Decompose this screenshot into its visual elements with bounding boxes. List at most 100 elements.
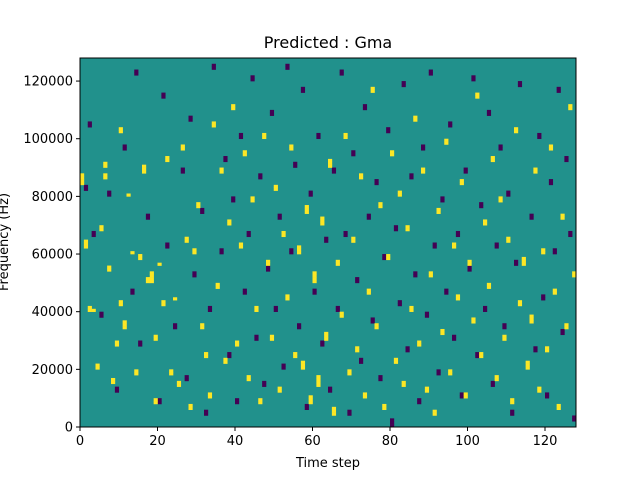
- heatmap-cell-high: [176, 380, 182, 385]
- heatmap-cell-low: [331, 170, 337, 174]
- heatmap-cell-high: [312, 277, 317, 281]
- heatmap-cell-high: [510, 398, 515, 402]
- heatmap-cell-high: [529, 314, 534, 318]
- heatmap-cell-high: [269, 337, 275, 341]
- heatmap-cell-low: [390, 421, 395, 425]
- heatmap-cell-high: [378, 202, 383, 206]
- heatmap-cell-high: [355, 346, 360, 350]
- heatmap-cell-high: [118, 127, 123, 131]
- heatmap-cell-low: [564, 156, 569, 160]
- heatmap-cell-high: [95, 366, 100, 370]
- heatmap-cell-low: [467, 265, 472, 269]
- heatmap-cell-low: [258, 173, 263, 177]
- heatmap-cell-low: [300, 86, 306, 91]
- heatmap-cell-low: [440, 196, 445, 200]
- heatmap-cell-low: [552, 248, 557, 252]
- heatmap-cell-high: [405, 228, 410, 232]
- heatmap-cell-high: [347, 372, 352, 376]
- heatmap-cell-low: [537, 132, 542, 137]
- heatmap-cell-low: [246, 230, 251, 235]
- heatmap-cell-high: [545, 349, 550, 353]
- heatmap-cell-high: [490, 158, 495, 163]
- heatmap-cell-low: [331, 167, 337, 171]
- heatmap-cell-high: [118, 300, 123, 304]
- heatmap-cell-high: [207, 392, 213, 396]
- heatmap-cell-high: [424, 389, 430, 393]
- heatmap-cell-low: [517, 81, 523, 85]
- heatmap-cell-high: [417, 343, 422, 347]
- heatmap-cell-low: [285, 63, 290, 67]
- heatmap-cell-high: [277, 386, 282, 390]
- heatmap-cell-high: [235, 340, 240, 344]
- heatmap-cell-high: [362, 395, 368, 399]
- heatmap-cell-high: [556, 406, 561, 410]
- heatmap-cell-low: [180, 170, 185, 174]
- heatmap-cell-low: [285, 66, 290, 70]
- heatmap-cell-low: [207, 305, 213, 310]
- y-tick-label: 100000: [23, 132, 73, 147]
- heatmap-cell-high: [149, 271, 154, 275]
- heatmap-cell-low: [347, 409, 352, 413]
- heatmap-cell-low: [386, 127, 391, 131]
- heatmap-cell-low: [475, 354, 480, 359]
- heatmap-cell-low: [227, 352, 232, 356]
- heatmap-cell-high: [250, 199, 255, 203]
- heatmap-cell-high: [359, 176, 364, 180]
- heatmap-cell-high: [227, 222, 232, 226]
- heatmap-cell-high: [525, 366, 530, 370]
- heatmap-cell-high: [192, 248, 197, 252]
- heatmap-cell-low: [297, 323, 302, 327]
- x-axis-label: Time step: [295, 456, 360, 471]
- heatmap-cell-low: [514, 262, 519, 266]
- heatmap-cell-low: [397, 300, 402, 304]
- heatmap-cell-low: [324, 239, 329, 243]
- heatmap-cell-high: [421, 170, 426, 174]
- heatmap-cell-high: [304, 205, 309, 209]
- heatmap-cell-high: [479, 354, 484, 359]
- heatmap-cell-high: [320, 216, 325, 220]
- heatmap-cell-low: [211, 66, 216, 70]
- heatmap-cell-high: [254, 305, 259, 310]
- heatmap-cell-low: [308, 190, 313, 194]
- heatmap-cell-high: [537, 386, 542, 390]
- heatmap-cell-high: [475, 95, 480, 99]
- heatmap-cell-low: [173, 326, 178, 330]
- heatmap-cell-low: [192, 271, 197, 275]
- heatmap-cell-low: [428, 69, 433, 73]
- heatmap-cell-low: [401, 83, 406, 88]
- heatmap-cell-low: [483, 305, 488, 310]
- heatmap-cell-low: [99, 314, 104, 318]
- heatmap-cell-high: [231, 107, 236, 111]
- heatmap-cell-high: [397, 190, 402, 194]
- heatmap-cell-high: [448, 372, 453, 376]
- heatmap-cell-high: [145, 279, 151, 284]
- heatmap-cell-high: [467, 259, 472, 263]
- heatmap-cell-high: [204, 354, 209, 359]
- heatmap-cell-low: [188, 115, 193, 119]
- heatmap-cell-high: [572, 271, 577, 275]
- heatmap-cell-high: [471, 320, 476, 324]
- heatmap-cell-low: [409, 173, 414, 177]
- heatmap-cell-low: [459, 392, 464, 396]
- heatmap-cell-high: [316, 377, 321, 382]
- heatmap-cell-high: [111, 377, 116, 382]
- heatmap-cell-high: [502, 334, 507, 338]
- heatmap-cell-low: [114, 389, 120, 393]
- heatmap-cell-low: [432, 242, 437, 246]
- heatmap-cell-low: [374, 181, 379, 186]
- heatmap-cell-high: [362, 392, 368, 396]
- heatmap-cell-high: [99, 225, 104, 229]
- heatmap-cell-high: [281, 233, 286, 238]
- heatmap-cell-low: [374, 179, 379, 183]
- heatmap-cell-low: [424, 314, 430, 318]
- heatmap-cell-high: [393, 357, 399, 361]
- heatmap-cell-low: [514, 259, 519, 263]
- heatmap-cell-low: [254, 337, 259, 341]
- heatmap-cell-high: [541, 248, 546, 252]
- heatmap-cell-high: [421, 167, 426, 171]
- heatmap-cell-low: [134, 72, 139, 76]
- heatmap-cell-low: [548, 179, 554, 183]
- heatmap-cell-low: [122, 147, 127, 151]
- heatmap-cell-low: [107, 190, 112, 194]
- heatmap-cell-high: [413, 115, 418, 119]
